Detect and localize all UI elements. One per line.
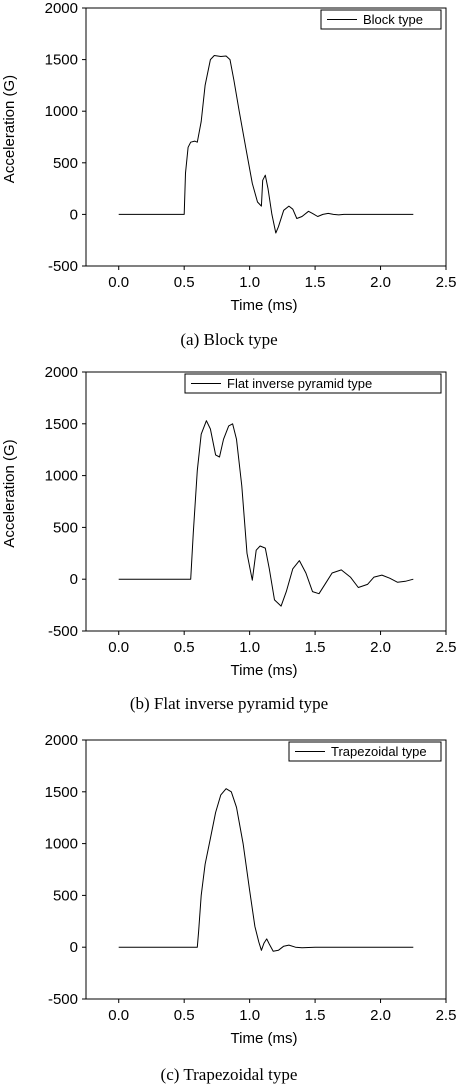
y-axis-title: Acceleration (G) [1,439,18,547]
x-tick-label: 2.5 [436,274,457,291]
y-tick-label: 1500 [45,416,78,433]
x-tick-label: 1.0 [239,274,260,291]
x-axis-title: Time (ms) [231,297,298,314]
plot-frame [85,7,447,267]
y-tick-label: 1000 [45,468,78,485]
plot-frame [85,371,447,632]
y-tick-label: 2000 [45,732,78,749]
y-tick-label: 0 [70,206,78,223]
plot-frame [85,739,447,1000]
x-axis-title: Time (ms) [231,662,298,679]
x-tick-label: 0.5 [174,639,195,656]
y-tick-label: 2000 [45,364,78,381]
x-tick-label: 0.0 [108,639,129,656]
figure-caption: (b) Flat inverse pyramid type [130,694,328,713]
series-line-1 [118,55,414,234]
x-tick-label: 2.0 [370,639,391,656]
legend-box [184,373,442,394]
chart-panel-3: 0.0 0.5 1.0 1.5 2.0 2.5 -500 0 500 1000 1500 2000 Ti… [45,732,457,1084]
y-tick-label: -500 [48,991,78,1008]
x-tick-label: 0.0 [108,1007,129,1024]
y-tick-label: -500 [48,623,78,640]
y-tick-label: 2000 [45,0,78,17]
x-tick-label: 2.0 [370,274,391,291]
legend-label: Trapezoidal type [331,744,427,759]
y-tick-label: 1500 [45,784,78,801]
figure-caption: (c) Trapezoidal type [161,1065,298,1084]
y-tick-label: -500 [48,258,78,275]
legend-box [320,9,442,30]
x-tick-label: 1.0 [239,639,260,656]
figure-caption: (a) Block type [180,330,277,349]
chart-panel-1: 0.0 0.5 1.0 1.5 2.0 2.5 -500 0 500 1000 1500 2000 Ti… [1,0,456,349]
x-tick-label: 2.5 [436,1007,457,1024]
x-axis-title: Time (ms) [231,1030,298,1047]
x-tick-label: 0.5 [174,1007,195,1024]
y-tick-label: 500 [53,887,78,904]
y-tick-label: 1500 [45,52,78,69]
y-tick-label: 0 [70,939,78,956]
y-tick-label: 0 [70,571,78,588]
y-tick-label: 500 [53,519,78,536]
y-axis-title: Acceleration (G) [1,75,18,183]
series-line-1 [118,788,414,952]
x-tick-label: 0.0 [108,274,129,291]
x-tick-label: 1.0 [239,1007,260,1024]
x-tick-label: 1.5 [305,1007,326,1024]
x-tick-label: 0.5 [174,274,195,291]
y-tick-label: 1000 [45,836,78,853]
x-tick-label: 2.5 [436,639,457,656]
x-tick-label: 2.0 [370,1007,391,1024]
y-tick-label: 1000 [45,103,78,120]
x-tick-label: 1.5 [305,274,326,291]
chart-panel-2: 0.0 0.5 1.0 1.5 2.0 2.5 -500 0 500 1000 1500 2000 Ti… [1,364,456,713]
x-tick-label: 1.5 [305,639,326,656]
series-line-1 [118,420,414,607]
legend-box [288,741,442,762]
y-tick-label: 500 [53,155,78,172]
legend-label: Block type [363,12,423,27]
legend-label: Flat inverse pyramid type [227,376,372,391]
